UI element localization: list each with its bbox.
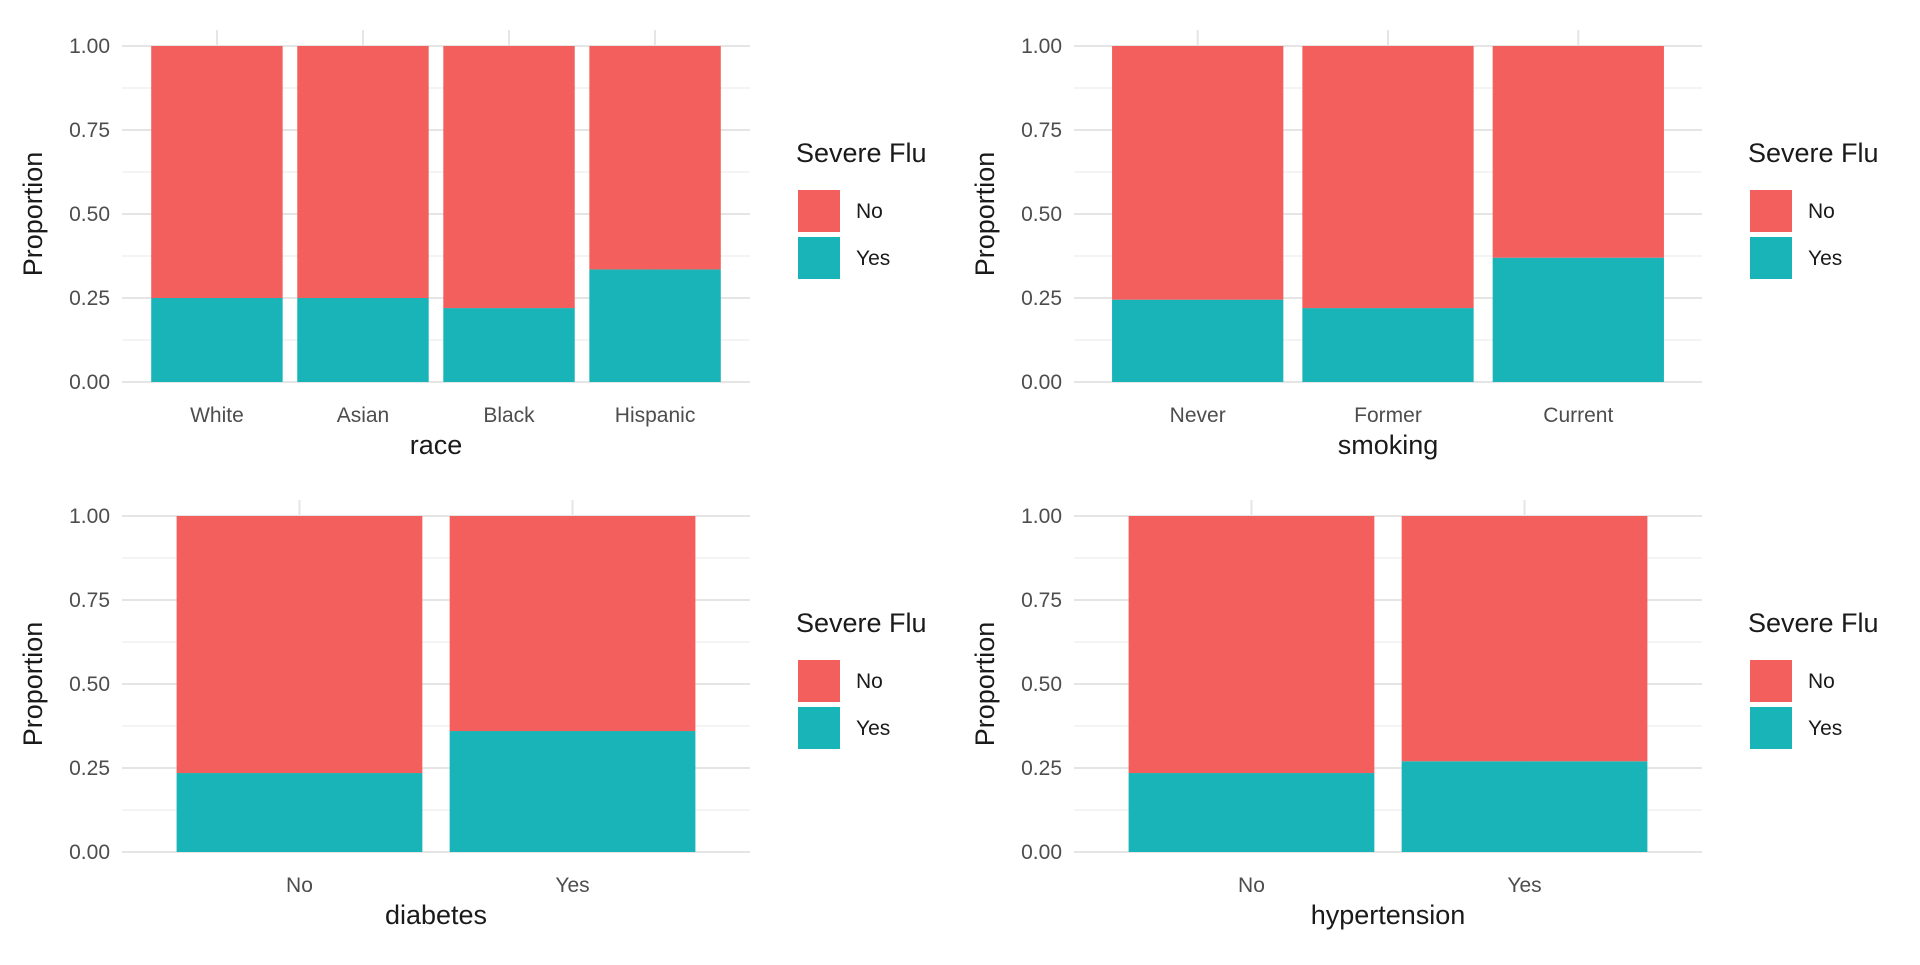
y-tick-label: 0.00 <box>1021 841 1062 864</box>
bar-no-white <box>151 46 283 298</box>
y-tick-label: 1.00 <box>1021 505 1062 528</box>
legend: Severe Flu No Yes <box>796 608 927 749</box>
y-axis-title: Proportion <box>970 622 1000 747</box>
legend-label-yes: Yes <box>856 247 890 270</box>
legend-key-yes <box>1750 707 1792 749</box>
panel-diabetes: 0.00 0.25 0.50 0.75 1.00 No Yes diabetes Proport… <box>18 500 927 930</box>
x-tick-label: Asian <box>337 404 390 427</box>
legend-label-yes: Yes <box>856 717 890 740</box>
y-tick-label: 0.50 <box>1021 203 1062 226</box>
bar-no-asian <box>297 46 429 298</box>
y-tick-label: 0.25 <box>69 287 110 310</box>
bar-yes-asian <box>297 298 429 382</box>
legend-label-no: No <box>856 670 883 693</box>
bar-yes-white <box>151 298 283 382</box>
x-tick-label: Current <box>1543 404 1613 427</box>
bar-yes-yes <box>449 731 696 852</box>
y-tick-label: 1.00 <box>69 505 110 528</box>
x-tick-label: Yes <box>555 874 589 897</box>
bar-yes-current <box>1492 257 1664 382</box>
y-tick-label: 0.25 <box>1021 757 1062 780</box>
x-axis-title: hypertension <box>1311 900 1466 930</box>
bar-no-current <box>1492 46 1664 258</box>
bar-no-yes <box>1401 516 1648 762</box>
bar-no-former <box>1302 46 1474 309</box>
bar-no-black <box>443 46 575 309</box>
bar-yes-never <box>1112 299 1284 382</box>
bar-yes-former <box>1302 308 1474 382</box>
x-tick-label: Black <box>483 404 535 427</box>
legend-label-no: No <box>856 200 883 223</box>
legend-key-no <box>1750 190 1792 232</box>
legend-label-yes: Yes <box>1808 247 1842 270</box>
legend-key-yes <box>798 237 840 279</box>
bar-yes-no <box>1128 773 1375 852</box>
y-axis-title: Proportion <box>18 622 48 747</box>
y-tick-label: 0.75 <box>69 589 110 612</box>
bar-yes-yes <box>1401 761 1648 852</box>
x-axis-title: race <box>410 430 463 460</box>
x-tick-label: Yes <box>1507 874 1541 897</box>
y-tick-label: 0.00 <box>69 841 110 864</box>
legend-label-yes: Yes <box>1808 717 1842 740</box>
panel-smoking: 0.00 0.25 0.50 0.75 1.00 Never Former Current sm… <box>970 30 1879 460</box>
legend: Severe Flu No Yes <box>796 138 927 279</box>
y-tick-label: 0.75 <box>1021 589 1062 612</box>
legend-title: Severe Flu <box>796 138 927 168</box>
y-axis-title: Proportion <box>18 152 48 277</box>
y-tick-label: 0.00 <box>1021 371 1062 394</box>
legend-key-yes <box>1750 237 1792 279</box>
x-tick-label: Never <box>1170 404 1226 427</box>
y-tick-label: 0.50 <box>69 673 110 696</box>
legend-label-no: No <box>1808 670 1835 693</box>
legend: Severe Flu No Yes <box>1748 608 1879 749</box>
bar-no-yes <box>449 516 696 732</box>
legend: Severe Flu No Yes <box>1748 138 1879 279</box>
x-tick-label: Former <box>1354 404 1422 427</box>
x-tick-label: White <box>190 404 244 427</box>
legend-title: Severe Flu <box>1748 138 1879 168</box>
y-tick-label: 1.00 <box>69 35 110 58</box>
bar-yes-hispanic <box>589 269 721 382</box>
legend-key-no <box>798 190 840 232</box>
y-tick-label: 0.50 <box>69 203 110 226</box>
legend-key-no <box>1750 660 1792 702</box>
legend-title: Severe Flu <box>1748 608 1879 638</box>
x-tick-label: Hispanic <box>615 404 696 427</box>
x-tick-label: No <box>286 874 313 897</box>
panel-hypertension: 0.00 0.25 0.50 0.75 1.00 No Yes hypertension Pro… <box>970 500 1879 930</box>
bar-no-no <box>176 516 423 774</box>
y-tick-label: 1.00 <box>1021 35 1062 58</box>
y-tick-label: 0.00 <box>69 371 110 394</box>
y-tick-label: 0.50 <box>1021 673 1062 696</box>
legend-key-no <box>798 660 840 702</box>
x-axis-title: smoking <box>1338 430 1439 460</box>
y-tick-label: 0.25 <box>69 757 110 780</box>
y-tick-label: 0.75 <box>69 119 110 142</box>
bar-yes-no <box>176 773 423 852</box>
x-axis-title: diabetes <box>385 900 487 930</box>
y-tick-label: 0.25 <box>1021 287 1062 310</box>
y-tick-label: 0.75 <box>1021 119 1062 142</box>
legend-key-yes <box>798 707 840 749</box>
bar-yes-black <box>443 308 575 382</box>
panel-race: 0.00 0.25 0.50 0.75 1.00 White Asian Black Hispa… <box>18 30 927 460</box>
legend-label-no: No <box>1808 200 1835 223</box>
legend-title: Severe Flu <box>796 608 927 638</box>
y-axis-title: Proportion <box>970 152 1000 277</box>
bar-no-never <box>1112 46 1284 300</box>
bar-no-hispanic <box>589 46 721 270</box>
x-tick-label: No <box>1238 874 1265 897</box>
bar-no-no <box>1128 516 1375 774</box>
